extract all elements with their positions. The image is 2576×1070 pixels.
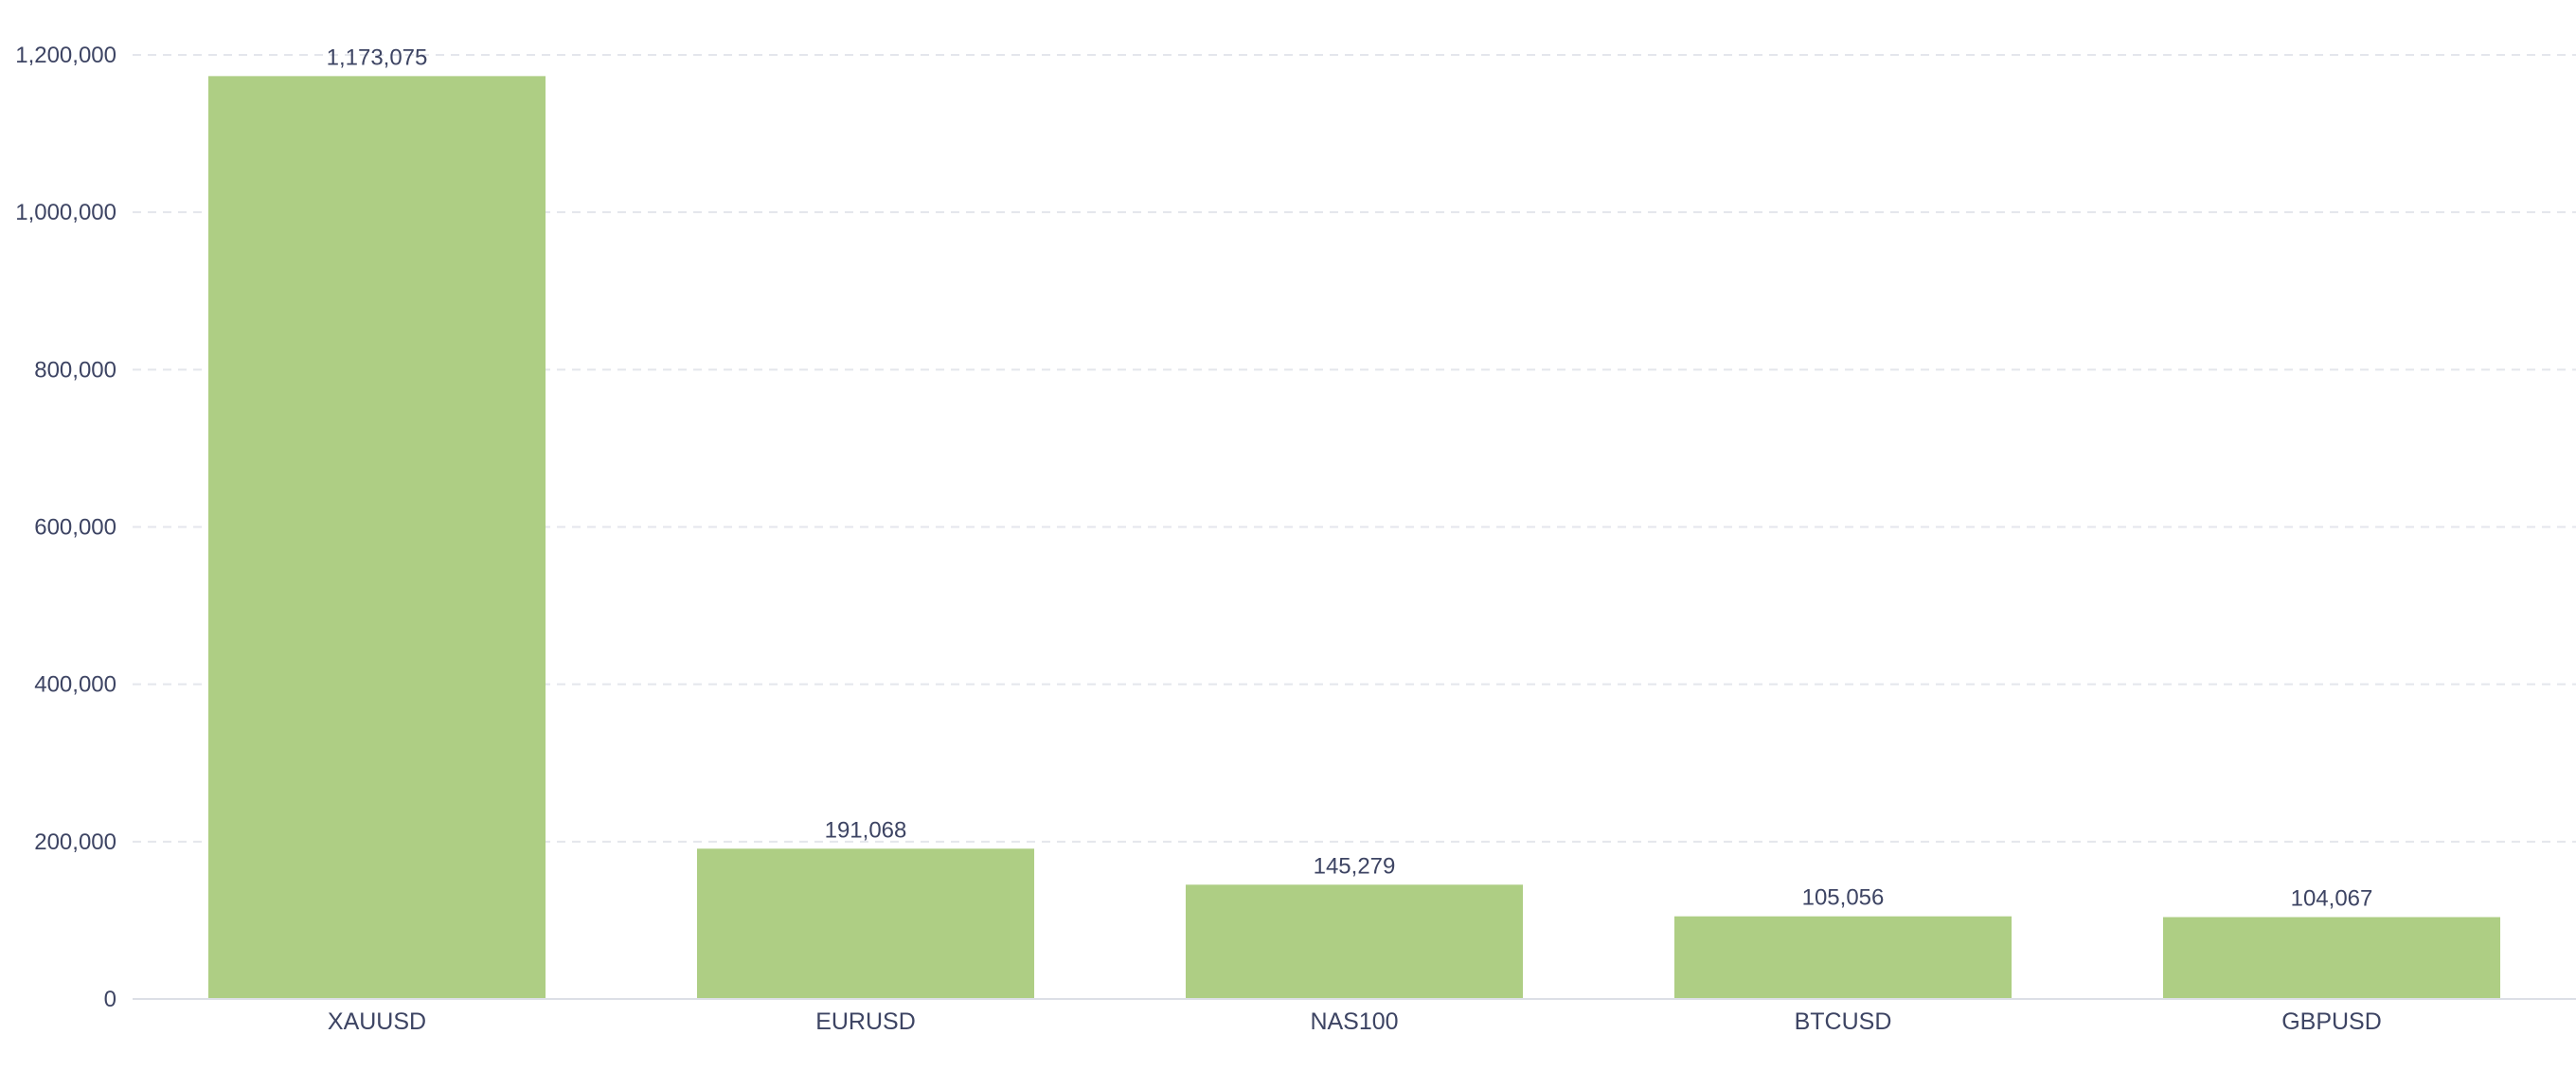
x-tick-label-xauusd: XAUUSD bbox=[328, 1008, 426, 1035]
data-labels: 1,173,075 191,068 145,279 105,056 104,067 bbox=[327, 45, 2373, 911]
x-axis: XAUUSD EURUSD NAS100 BTCUSD GBPUSD bbox=[133, 998, 2576, 1035]
gridlines bbox=[133, 54, 2576, 843]
data-label-gbpusd: 104,067 bbox=[2291, 886, 2373, 912]
x-tick-label-eurusd: EURUSD bbox=[815, 1008, 916, 1035]
bar-nas100 bbox=[1185, 884, 1524, 999]
y-tick-label: 0 bbox=[104, 987, 116, 1012]
x-tick-label-gbpusd: GBPUSD bbox=[2281, 1008, 2382, 1035]
bar-eurusd bbox=[696, 848, 1035, 999]
data-label-eurusd: 191,068 bbox=[825, 817, 907, 843]
x-tick-label-btcusd: BTCUSD bbox=[1795, 1008, 1892, 1035]
data-label-xauusd: 1,173,075 bbox=[327, 45, 428, 70]
bars bbox=[207, 76, 2501, 1000]
y-tick-label: 400,000 bbox=[34, 672, 116, 698]
y-tick-label: 1,000,000 bbox=[15, 200, 116, 225]
y-axis: 0 200,000 400,000 600,000 800,000 1,000,000 1,… bbox=[15, 43, 116, 1012]
y-tick-label: 1,200,000 bbox=[15, 43, 116, 68]
data-label-nas100: 145,279 bbox=[1314, 853, 1396, 879]
x-tick-label-nas100: NAS100 bbox=[1310, 1008, 1398, 1035]
y-tick-label: 600,000 bbox=[34, 515, 116, 541]
bar-xauusd bbox=[207, 76, 546, 1000]
data-label-btcusd: 105,056 bbox=[1802, 885, 1885, 911]
y-tick-label: 200,000 bbox=[34, 829, 116, 855]
y-tick-label: 800,000 bbox=[34, 357, 116, 383]
bar-gbpusd bbox=[2162, 917, 2501, 999]
bar-btcusd bbox=[1673, 916, 2012, 999]
